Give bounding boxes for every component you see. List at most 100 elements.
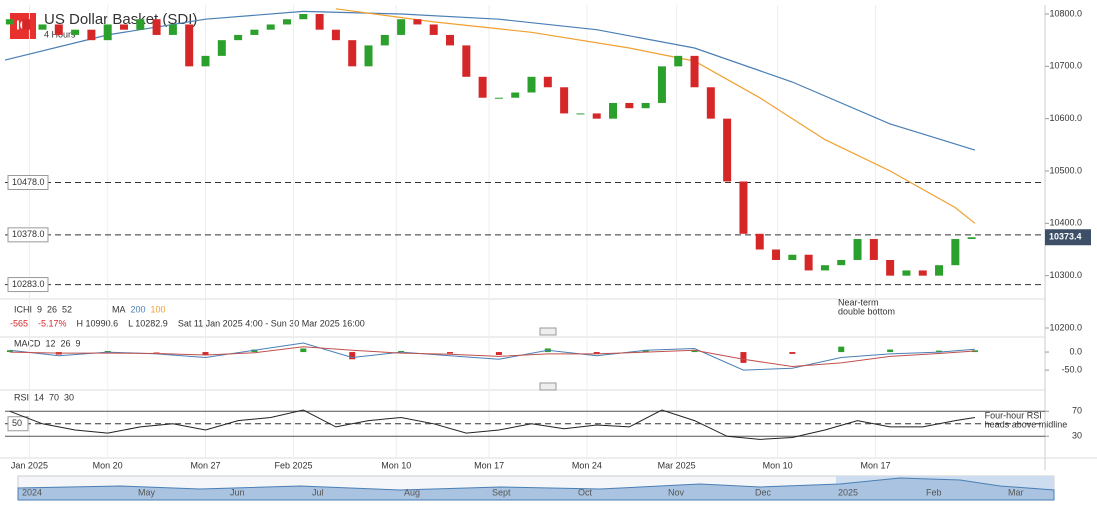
signal-line bbox=[9, 346, 975, 368]
y-tick-label: 10600.0 bbox=[1049, 113, 1082, 123]
histogram-bar bbox=[936, 350, 943, 353]
candle bbox=[869, 239, 878, 260]
candle bbox=[446, 34, 455, 46]
histogram-bar bbox=[6, 350, 13, 353]
stat: Sat 11 Jan 2025 4:00 - Sun 30 Mar 2025 1… bbox=[178, 318, 365, 328]
legend-item: 30 bbox=[64, 392, 74, 402]
candle bbox=[706, 87, 715, 119]
candle bbox=[364, 45, 373, 67]
x-tick-label: Feb 2025 bbox=[275, 460, 313, 470]
candle bbox=[837, 259, 846, 266]
y-tick-label: 10300.0 bbox=[1049, 270, 1082, 280]
ma-line bbox=[335, 8, 976, 224]
navigator-label: 2025 bbox=[838, 487, 858, 497]
candle bbox=[755, 233, 764, 250]
legend-item: 12 bbox=[46, 338, 56, 348]
last-price: 10373.4 bbox=[1049, 232, 1082, 242]
candle bbox=[902, 270, 911, 276]
macd-line bbox=[9, 342, 975, 371]
legend-item: 26 bbox=[47, 304, 57, 314]
pane-handle[interactable] bbox=[539, 382, 557, 391]
candle bbox=[413, 19, 422, 25]
candle bbox=[560, 87, 569, 114]
candle bbox=[397, 19, 406, 35]
navigator-label: Mar bbox=[1008, 487, 1024, 497]
y-tick-label: 30 bbox=[1072, 431, 1082, 441]
stat: -565 bbox=[10, 318, 28, 328]
candle bbox=[478, 76, 487, 98]
candle bbox=[119, 24, 128, 30]
legend-item: 9 bbox=[76, 338, 81, 348]
navigator-label: Oct bbox=[578, 487, 593, 497]
candle bbox=[429, 24, 438, 35]
candle bbox=[723, 118, 732, 182]
navigator-label: Dec bbox=[755, 487, 772, 497]
legend-item: ICHI bbox=[14, 304, 32, 314]
candle bbox=[592, 113, 601, 119]
y-tick-label: 10200.0 bbox=[1049, 322, 1082, 332]
candle bbox=[690, 55, 699, 88]
legend-item: 70 bbox=[49, 392, 59, 402]
x-tick-label: Mon 27 bbox=[190, 460, 220, 470]
candle bbox=[935, 265, 944, 276]
last-price-box bbox=[1045, 229, 1091, 246]
x-tick-label: Mon 17 bbox=[474, 460, 504, 470]
y-tick-label: -50.0 bbox=[1061, 364, 1082, 374]
level-box bbox=[7, 227, 49, 243]
candle bbox=[152, 19, 161, 35]
legend-item: MA bbox=[112, 304, 126, 314]
candle bbox=[820, 265, 829, 271]
legend-item: 14 bbox=[34, 392, 44, 402]
x-tick-label: Mon 10 bbox=[763, 460, 793, 470]
y-tick-label: 10400.0 bbox=[1049, 218, 1082, 228]
candle bbox=[918, 270, 927, 276]
legend-item: MACD bbox=[14, 338, 41, 348]
navigator-label: Jun bbox=[230, 487, 245, 497]
legend-item: 100 bbox=[151, 304, 166, 314]
navigator-label: Aug bbox=[404, 487, 420, 497]
rsi-line bbox=[9, 409, 975, 440]
legend-item: RSI bbox=[14, 392, 29, 402]
histogram-bar bbox=[447, 352, 454, 354]
candle bbox=[609, 102, 618, 119]
stat: H 10990.6 bbox=[77, 318, 119, 328]
navigator-label: Jul bbox=[312, 487, 324, 497]
candle bbox=[788, 254, 797, 260]
x-tick-label: Mon 10 bbox=[381, 460, 411, 470]
level-label: 10283.0 bbox=[12, 279, 45, 289]
navigator-label: Sept bbox=[492, 487, 511, 497]
candle bbox=[185, 24, 194, 67]
candle bbox=[348, 40, 357, 67]
candle bbox=[5, 19, 14, 25]
y-tick-label: 0.0 bbox=[1069, 346, 1082, 356]
pane-handle[interactable] bbox=[539, 327, 557, 336]
y-tick-label: 10500.0 bbox=[1049, 165, 1082, 175]
histogram-bar bbox=[887, 349, 894, 353]
candle bbox=[494, 97, 503, 99]
x-tick-label: Mon 17 bbox=[860, 460, 890, 470]
level-box bbox=[7, 277, 49, 293]
annotation: Near-term bbox=[838, 298, 879, 308]
midline-box bbox=[7, 416, 29, 432]
candle bbox=[54, 24, 63, 35]
candle bbox=[103, 24, 112, 41]
histogram-bar bbox=[349, 352, 356, 360]
candle bbox=[543, 76, 552, 88]
histogram-bar bbox=[789, 352, 796, 354]
candle bbox=[674, 55, 683, 67]
x-tick-label: Jan 2025 bbox=[11, 460, 48, 470]
level-label: 10378.0 bbox=[12, 229, 45, 239]
annotation: heads above midline bbox=[985, 420, 1068, 430]
legend-item: 9 bbox=[37, 304, 42, 314]
navigator-label: May bbox=[138, 487, 156, 497]
histogram-bar bbox=[495, 352, 502, 355]
histogram-bar bbox=[593, 352, 600, 354]
candle bbox=[739, 181, 748, 234]
histogram-bar bbox=[642, 350, 649, 353]
histogram-bar bbox=[740, 352, 747, 363]
candle bbox=[951, 239, 960, 266]
candle bbox=[299, 14, 308, 20]
x-tick-label: Mon 24 bbox=[572, 460, 602, 470]
